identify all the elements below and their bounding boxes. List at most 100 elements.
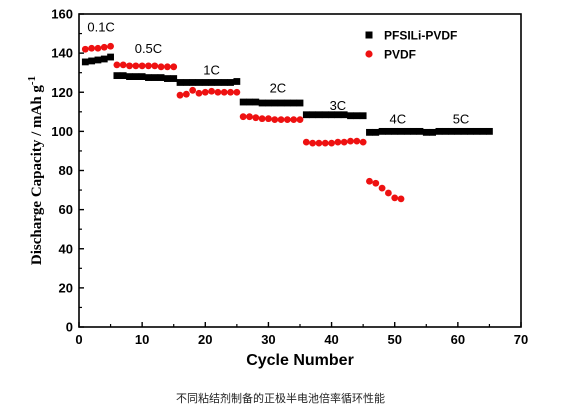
data-point-square bbox=[397, 127, 405, 135]
data-point-square bbox=[176, 79, 184, 86]
data-point-circle bbox=[283, 116, 291, 124]
data-point-circle bbox=[100, 43, 108, 51]
y-tick-label: 160 bbox=[51, 7, 73, 22]
figure-caption: 不同粘结剂制备的正极半电池倍率循环性能 bbox=[176, 392, 385, 405]
data-point-circle bbox=[239, 113, 247, 121]
data-point-square bbox=[328, 111, 335, 119]
data-point-circle bbox=[271, 116, 279, 124]
data-point-circle bbox=[119, 61, 127, 69]
data-point-square bbox=[214, 79, 222, 86]
axis-tick-labels: 0 10 20 30 40 50 60 70 0 20 40 60 80 100 120 140 160 bbox=[51, 7, 528, 348]
data-point-circle bbox=[138, 62, 146, 70]
data-point-circle bbox=[385, 189, 392, 197]
data-point-square bbox=[372, 128, 380, 136]
data-point-circle bbox=[170, 63, 178, 71]
rate-label: 1C bbox=[203, 63, 220, 78]
legend-marker-circle bbox=[365, 50, 373, 58]
rate-label: 5C bbox=[453, 112, 470, 127]
data-point-square bbox=[473, 127, 481, 135]
data-point-square bbox=[385, 127, 392, 135]
data-point-circle bbox=[353, 137, 361, 145]
x-tick-label: 0 bbox=[75, 332, 82, 347]
data-point-circle bbox=[113, 61, 121, 69]
data-point-circle bbox=[246, 113, 253, 121]
data-point-square bbox=[460, 127, 468, 135]
data-point-circle bbox=[88, 44, 96, 52]
x-tick-label: 10 bbox=[135, 332, 149, 347]
data-point-circle bbox=[334, 138, 342, 146]
data-point-square bbox=[283, 99, 291, 107]
y-tick-label: 20 bbox=[59, 280, 73, 295]
series-pvdf bbox=[81, 42, 405, 203]
data-point-circle bbox=[126, 62, 133, 70]
data-point-square bbox=[359, 112, 367, 120]
data-point-circle bbox=[208, 87, 216, 95]
legend-item: PVDF bbox=[365, 48, 416, 62]
data-point-square bbox=[448, 127, 455, 135]
data-point-square bbox=[467, 127, 474, 135]
y-tick-label: 60 bbox=[59, 202, 73, 217]
legend-label: PVDF bbox=[384, 48, 416, 62]
data-point-circle bbox=[164, 63, 171, 71]
rate-label: 0.1C bbox=[87, 20, 114, 35]
data-point-square bbox=[309, 111, 317, 119]
data-point-square bbox=[321, 111, 329, 119]
data-point-square bbox=[429, 128, 436, 136]
data-point-circle bbox=[397, 195, 405, 203]
data-point-circle bbox=[378, 184, 386, 192]
y-axis-label-superscript: -1 bbox=[26, 76, 38, 85]
plot-area bbox=[78, 13, 522, 328]
x-tick-label: 40 bbox=[324, 332, 338, 347]
data-point-square bbox=[454, 127, 462, 135]
data-point-circle bbox=[302, 138, 310, 146]
rate-label: 3C bbox=[330, 98, 347, 113]
y-axis-label-main: Discharge Capacity / mAh g bbox=[29, 85, 45, 265]
data-point-square bbox=[189, 79, 197, 86]
data-point-square bbox=[422, 128, 430, 136]
data-point-square bbox=[100, 55, 108, 63]
data-point-square bbox=[410, 127, 418, 135]
data-point-square bbox=[435, 127, 443, 135]
data-point-circle bbox=[340, 138, 348, 146]
y-tick-label: 80 bbox=[59, 163, 73, 178]
y-tick-label: 140 bbox=[51, 46, 73, 61]
data-point-square bbox=[119, 72, 127, 80]
data-point-circle bbox=[309, 139, 317, 147]
data-point-circle bbox=[157, 63, 165, 71]
y-axis-label: Discharge Capacity / mAh g-1 bbox=[26, 76, 45, 265]
x-tick-label: 70 bbox=[514, 332, 528, 347]
data-point-square bbox=[170, 75, 178, 82]
data-point-square bbox=[195, 79, 203, 86]
data-series bbox=[81, 42, 493, 203]
x-tick-label: 60 bbox=[451, 332, 465, 347]
series-pfsili-pvdf bbox=[81, 53, 493, 136]
data-point-circle bbox=[233, 88, 241, 96]
y-tick-label: 40 bbox=[59, 241, 73, 256]
data-point-square bbox=[233, 78, 241, 85]
data-point-circle bbox=[151, 62, 159, 70]
data-point-square bbox=[302, 111, 310, 119]
data-point-circle bbox=[94, 44, 102, 52]
data-point-square bbox=[479, 127, 487, 135]
data-point-square bbox=[208, 79, 215, 86]
data-point-square bbox=[157, 74, 165, 81]
data-point-square bbox=[107, 53, 114, 61]
x-tick-label: 20 bbox=[198, 332, 212, 347]
data-point-square bbox=[403, 127, 411, 135]
data-point-square bbox=[353, 112, 361, 120]
data-point-circle bbox=[372, 179, 380, 187]
rate-label: 0.5C bbox=[135, 41, 162, 56]
y-tick-label: 120 bbox=[51, 85, 73, 100]
data-point-square bbox=[113, 72, 121, 80]
data-point-square bbox=[246, 98, 253, 106]
data-point-square bbox=[391, 127, 399, 135]
data-point-square bbox=[334, 111, 342, 119]
data-point-square bbox=[290, 99, 298, 107]
data-point-circle bbox=[391, 194, 399, 202]
axis-ticks bbox=[78, 13, 522, 328]
data-point-square bbox=[201, 79, 209, 86]
data-point-square bbox=[258, 99, 266, 107]
data-point-circle bbox=[132, 62, 140, 70]
legend-item: PFSILi-PVDF bbox=[365, 29, 457, 43]
data-point-square bbox=[366, 128, 373, 136]
